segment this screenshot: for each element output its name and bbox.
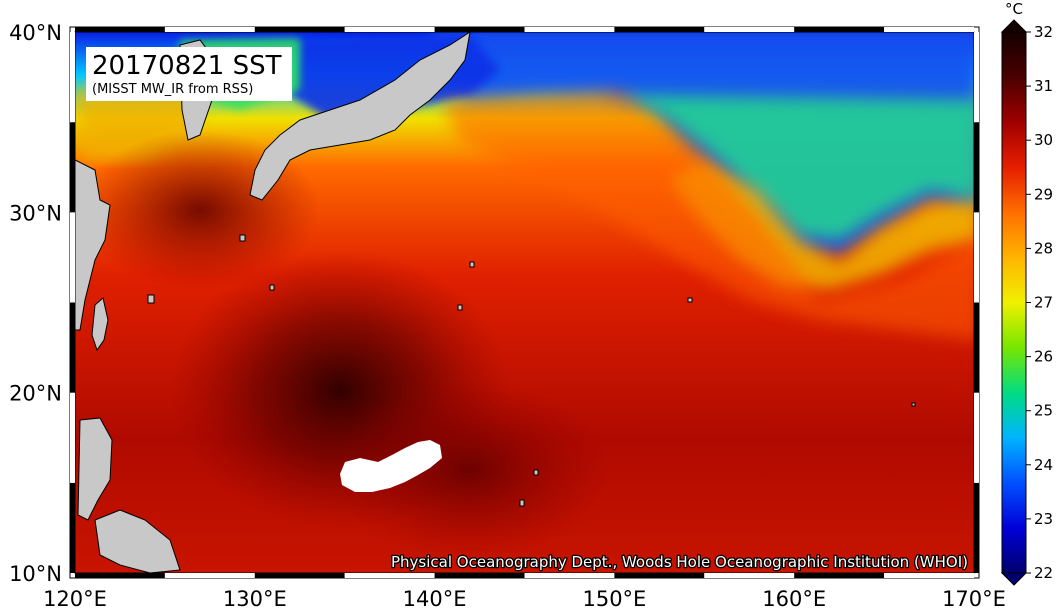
frame-segment-top xyxy=(524,27,615,32)
colorbar-tick-labels: 22 23 24 25 26 27 28 29 30 31 32 xyxy=(1026,23,1053,582)
colorbar-tick-label: 25 xyxy=(1034,402,1053,420)
frame-segment-top xyxy=(164,27,255,32)
small-islands xyxy=(147,234,916,507)
map-title: 20170821 SST xyxy=(92,51,282,81)
colorbar-tick-label: 27 xyxy=(1034,294,1053,312)
latitude-tick-label: 40°N xyxy=(9,21,62,45)
longitude-tick-labels: 120°E 130°E 140°E 150°E 160°E 170°E xyxy=(43,587,1006,610)
land-china-coast xyxy=(75,159,111,331)
frame-segment-left xyxy=(70,302,75,393)
frame-segment-bottom xyxy=(794,573,885,578)
colorbar: °C 22 23 24 25 26 27 28 29 30 31 32 xyxy=(1000,0,1053,586)
frame-segment-left xyxy=(70,122,75,213)
map-subtitle: (MISST MW_IR from RSS) xyxy=(92,82,253,97)
longitude-tick-label: 120°E xyxy=(43,587,107,610)
frame-segment-right xyxy=(974,482,979,573)
latitude-tick-label: 20°N xyxy=(9,382,62,406)
no-data-patch xyxy=(340,440,442,492)
frame-segment-bottom xyxy=(434,573,525,578)
map-frame xyxy=(69,26,980,579)
title-block: 20170821 SST (MISST MW_IR from RSS) xyxy=(86,47,292,101)
frame-segment-right xyxy=(974,32,979,123)
frame-segment-right xyxy=(974,212,979,303)
frame-segment-top xyxy=(344,27,435,32)
frame-segment-top xyxy=(75,27,165,32)
colorbar-tick-label: 32 xyxy=(1034,23,1053,41)
frame-segment-left xyxy=(70,32,75,123)
land-philippines-south xyxy=(94,509,181,573)
title-background xyxy=(86,47,292,101)
frame-segment-bottom xyxy=(884,573,974,578)
frame-segment-left xyxy=(70,212,75,303)
frame-segment-bottom xyxy=(704,573,795,578)
colorbar-tick-label: 30 xyxy=(1034,131,1053,149)
land-japan xyxy=(249,32,471,201)
frame-segment-left xyxy=(70,482,75,573)
colorbar-tick-label: 26 xyxy=(1034,348,1053,366)
frame-segment-bottom xyxy=(614,573,705,578)
colorbar-unit: °C xyxy=(1005,0,1023,18)
colorbar-bar xyxy=(1001,31,1027,574)
colorbar-max-arrow xyxy=(1000,19,1028,33)
latitude-tick-label: 10°N xyxy=(9,562,62,586)
frame-checks xyxy=(70,27,979,578)
frame-segment-top xyxy=(614,27,705,32)
credit-text: Physical Oceanography Dept., Woods Hole … xyxy=(391,553,968,571)
latitude-tick-labels: 10°N 20°N 30°N 40°N xyxy=(9,21,62,586)
frame-segment-top xyxy=(254,27,345,32)
frame-segment-bottom xyxy=(344,573,435,578)
colorbar-tick-label: 23 xyxy=(1034,510,1053,528)
orange-belt xyxy=(440,90,974,340)
land-philippines-luzon xyxy=(77,417,113,521)
land-masses xyxy=(75,32,471,573)
frame-segment-top xyxy=(434,27,525,32)
frame-segment-top xyxy=(794,27,885,32)
frame-segment-bottom xyxy=(254,573,345,578)
frame-segment-left xyxy=(70,392,75,483)
frame-segment-right xyxy=(974,122,979,213)
cool-green-band xyxy=(620,95,974,240)
colorbar-tick-label: 29 xyxy=(1034,185,1053,203)
colorbar-tick-label: 28 xyxy=(1034,239,1053,257)
colorbar-tick-label: 22 xyxy=(1034,564,1053,582)
colorbar-tick-label: 31 xyxy=(1034,77,1053,95)
frame-segment-right xyxy=(974,392,979,483)
longitude-tick-label: 150°E xyxy=(582,587,646,610)
frame-segment-top xyxy=(704,27,795,32)
latitude-tick-label: 30°N xyxy=(9,201,62,225)
longitude-tick-label: 170°E xyxy=(942,587,1006,610)
colorbar-min-arrow xyxy=(1000,572,1028,586)
sst-map-area xyxy=(75,32,974,573)
frame-segment-top xyxy=(884,27,974,32)
longitude-tick-label: 130°E xyxy=(223,587,287,610)
longitude-tick-label: 140°E xyxy=(403,587,467,610)
warm-core-southeast xyxy=(330,380,610,560)
frame-segment-bottom xyxy=(164,573,255,578)
longitude-tick-label: 160°E xyxy=(762,587,826,610)
frame-segment-right xyxy=(974,302,979,393)
land-taiwan xyxy=(91,297,109,352)
frame-segment-bottom xyxy=(524,573,615,578)
colorbar-tick-label: 24 xyxy=(1034,456,1053,474)
frame-segment-bottom xyxy=(75,573,165,578)
